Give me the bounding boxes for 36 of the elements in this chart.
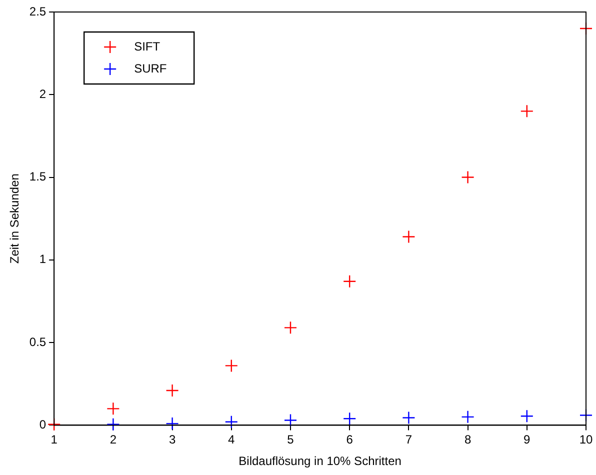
- legend-label: SURF: [134, 61, 167, 76]
- y-tick-label: 0: [39, 418, 46, 432]
- point: [402, 411, 416, 424]
- point: [284, 414, 298, 427]
- y-tick-label: 1.5: [29, 170, 46, 184]
- y-tick-label: 0.5: [29, 334, 46, 349]
- point: [166, 416, 179, 430]
- x-tick-label: 2: [110, 432, 117, 447]
- point: [461, 410, 474, 424]
- point: [224, 415, 238, 428]
- point: [461, 170, 474, 184]
- legend-label: SIFT: [134, 39, 161, 54]
- point: [520, 104, 534, 118]
- y-tick-label: 1: [39, 252, 46, 266]
- x-axis-title: Bildauflösung in 10% Schritten: [238, 454, 402, 468]
- x-tick-label: 3: [168, 432, 176, 447]
- x-tick-label: 8: [464, 432, 472, 447]
- point: [224, 359, 238, 372]
- point: [284, 321, 298, 334]
- x-tick-label: 6: [346, 432, 354, 447]
- y-tick-label: 2: [39, 86, 46, 101]
- point: [520, 410, 534, 423]
- point: [106, 418, 120, 431]
- x-tick-label: 10: [579, 432, 593, 447]
- point: [166, 384, 179, 398]
- point: [342, 412, 356, 426]
- x-tick-label: 9: [524, 432, 531, 447]
- point: [342, 274, 356, 288]
- x-tick-label: 4: [228, 432, 236, 447]
- x-tick-label: 5: [287, 432, 294, 447]
- x-tick-label: 1: [50, 432, 58, 447]
- x-tick-label: 7: [405, 432, 412, 447]
- point: [402, 230, 416, 244]
- y-tick-label: 2.5: [29, 4, 46, 18]
- point: [106, 402, 120, 416]
- y-axis-title: Zeit in Sekunden: [8, 174, 22, 264]
